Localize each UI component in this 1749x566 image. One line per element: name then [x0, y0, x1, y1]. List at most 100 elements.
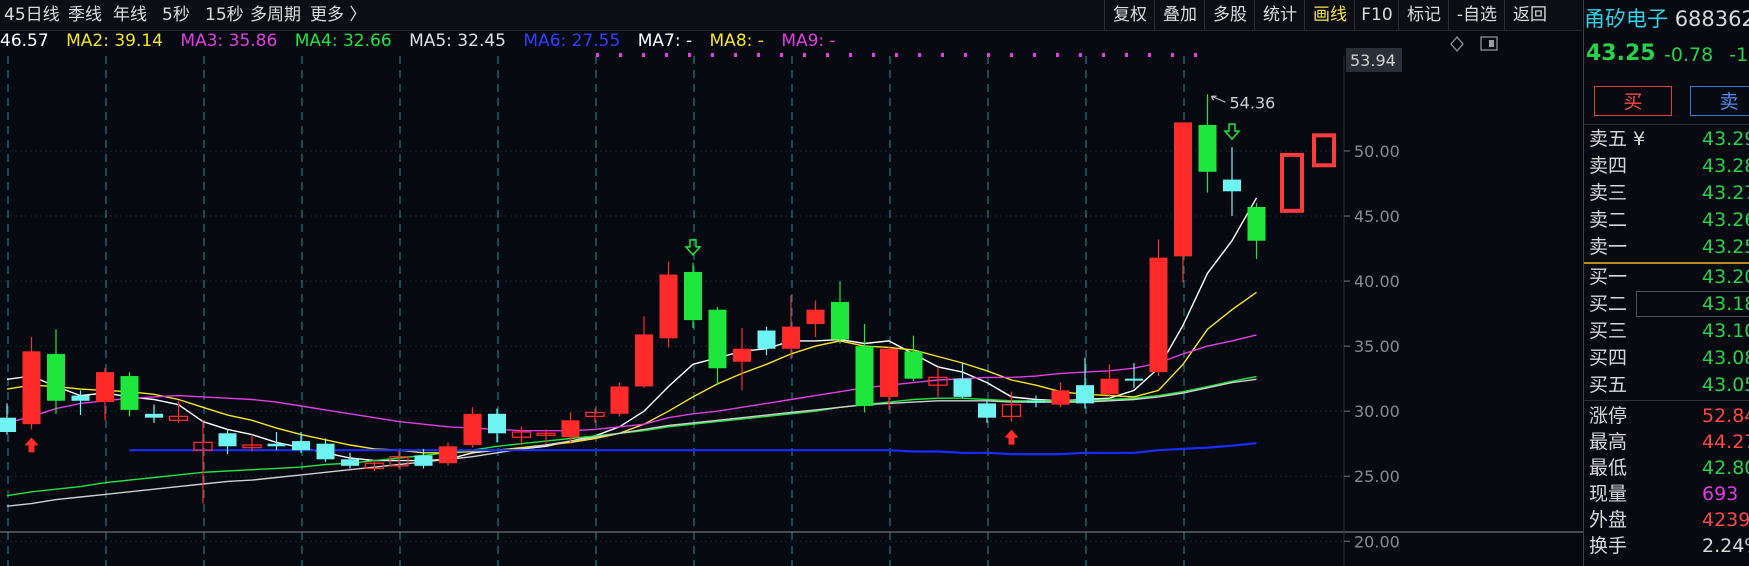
ask-price: 43.25: [1702, 236, 1749, 258]
buy-button[interactable]: 买: [1594, 86, 1672, 116]
candle-body-up: [928, 376, 948, 386]
ask-row[interactable]: 卖一 43.25: [1584, 234, 1749, 261]
candle-body-up: [193, 441, 213, 451]
candle-body-up: [168, 415, 189, 421]
back-button[interactable]: 返回: [1504, 0, 1555, 30]
candle-body-down: [267, 443, 286, 447]
bid-row[interactable]: 买五 43.05: [1584, 372, 1749, 399]
ask-price: 43.28: [1702, 155, 1749, 177]
axis-tick-label: 30.00: [1354, 402, 1400, 421]
axis-tick-label: 45.00: [1354, 207, 1400, 226]
bid-row[interactable]: 买三 43.10: [1584, 318, 1749, 345]
candle-body-down: [904, 351, 923, 379]
f10-button[interactable]: F10: [1354, 0, 1399, 30]
stat-row: 现量 693: [1584, 480, 1749, 508]
draw-line-button[interactable]: 画线: [1304, 0, 1355, 30]
stat-value: 52.84: [1702, 405, 1749, 427]
axis-tick-label: 50.00: [1354, 142, 1400, 161]
ma-line-ma3: [6, 334, 1257, 432]
bid-row[interactable]: 买二 43.18: [1584, 291, 1749, 318]
axis-tick-label: 20.00: [1354, 532, 1400, 551]
bid-label: 买四: [1589, 347, 1628, 369]
ma2-value: MA2: 39.14: [66, 31, 163, 51]
ask-label: 卖二: [1589, 209, 1628, 231]
stock-code: 688362: [1674, 7, 1749, 31]
kline-chart[interactable]: 50.00 45.00 40.00 35.00 30.00 25.00 20.00 53.94…: [0, 0, 1583, 566]
ask-label: 卖一: [1589, 236, 1628, 258]
candle-body-up: [880, 348, 898, 397]
axis-tick-label: 25.00: [1354, 467, 1400, 486]
candle-body-up: [242, 444, 262, 449]
projected-candle: [1312, 133, 1336, 168]
candle-body-down: [684, 271, 702, 321]
ask-label: 卖四: [1589, 155, 1628, 177]
remove-watchlist-button[interactable]: -自选: [1448, 0, 1505, 30]
stat-row: 最低 42.80: [1584, 454, 1749, 482]
candle-body-up: [635, 334, 653, 387]
bid-price: 43.05: [1702, 374, 1749, 396]
stats-divider: [1584, 400, 1749, 401]
diamond-icon[interactable]: [1450, 36, 1464, 52]
quote-panel: 甬矽电子 688362 43.25 -0.78 -1.77% 买 卖 卖五 ¥ 4…: [1583, 0, 1749, 566]
ma-line-ma1: [6, 197, 1258, 462]
restore-rights-button[interactable]: 复权: [1104, 0, 1155, 30]
period-tab-more[interactable]: 更多 〉: [310, 5, 367, 25]
overlay-button[interactable]: 叠加: [1154, 0, 1205, 30]
candle-body-up: [439, 446, 457, 464]
stat-value: 693: [1702, 483, 1739, 505]
period-tab-5sec[interactable]: 5秒: [162, 5, 190, 25]
period-tab-year[interactable]: 年线: [113, 5, 147, 25]
signal-arrows: [24, 123, 1241, 453]
price-axis: 50.00 45.00 40.00 35.00 30.00 25.00 20.00 53.94: [1344, 48, 1402, 551]
stock-title: 甬矽电子 688362: [1584, 3, 1749, 33]
bid-price: 43.08: [1702, 347, 1749, 369]
ask-row[interactable]: 卖五 ¥ 43.29: [1584, 126, 1749, 153]
stat-value: 2.24%: [1702, 535, 1749, 557]
candle-body-down: [47, 353, 65, 401]
candle-body-up: [733, 348, 751, 362]
mark-button[interactable]: 标记: [1398, 0, 1449, 30]
chart-annotations: 54.36: [596, 53, 1276, 112]
bid-row[interactable]: 买一 43.20: [1584, 264, 1749, 291]
sell-arrow-icon: [1223, 123, 1241, 141]
stat-row: 外盘 42397: [1584, 506, 1749, 534]
period-tab-multi[interactable]: 多周期: [250, 5, 301, 25]
statistics-button[interactable]: 统计: [1254, 0, 1305, 30]
ask-label: 卖五 ¥: [1589, 128, 1646, 150]
stat-row: 换手 2.24%: [1584, 532, 1749, 560]
stat-label: 涨停: [1589, 405, 1628, 427]
bid-label: 买五: [1589, 374, 1628, 396]
candle-body-up: [463, 413, 482, 446]
sell-arrow-icon: [684, 239, 702, 257]
ask-row[interactable]: 卖四 43.28: [1584, 153, 1749, 180]
candle-body-down: [1076, 385, 1094, 404]
ma3-value: MA3: 35.86: [180, 31, 278, 51]
candle-body-down: [120, 376, 139, 410]
high-price-label: 54.36: [1230, 93, 1276, 112]
stat-label: 最低: [1589, 457, 1628, 479]
multi-stock-button[interactable]: 多股: [1204, 0, 1255, 30]
ma9-value: MA9: -: [781, 31, 836, 51]
candle-body-down: [71, 395, 90, 401]
period-tab-45day[interactable]: 45日线: [4, 5, 60, 25]
sell-button[interactable]: 卖: [1690, 86, 1749, 116]
period-tab-15sec[interactable]: 15秒: [205, 5, 244, 25]
bid-row[interactable]: 买四 43.08: [1584, 345, 1749, 372]
candle-body-down: [341, 459, 359, 466]
candle-body-down: [1198, 124, 1217, 172]
ask-row[interactable]: 卖二 43.26: [1584, 207, 1749, 234]
candle-body-up: [389, 456, 409, 467]
candle-body-up: [364, 462, 385, 470]
ma4-value: MA4: 32.66: [294, 31, 392, 51]
bid-label: 买二: [1589, 293, 1628, 315]
change-amount: -0.78: [1664, 44, 1714, 66]
stock-name: 甬矽电子: [1584, 7, 1668, 31]
high-arrow-icon: [1210, 95, 1217, 101]
ask-row[interactable]: 卖三 43.27: [1584, 180, 1749, 207]
candle-body-up: [561, 420, 580, 438]
ma-line-ma2: [6, 291, 1257, 454]
window-toggle-icon[interactable]: [1480, 36, 1498, 51]
candle-body-up: [1100, 378, 1119, 395]
period-tab-quarter[interactable]: 季线: [68, 5, 102, 25]
candle-body-up: [610, 386, 629, 414]
